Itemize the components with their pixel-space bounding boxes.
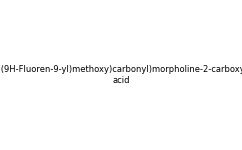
Text: 4-(((9H-Fluoren-9-yl)methoxy)carbonyl)morpholine-2-carboxylic acid: 4-(((9H-Fluoren-9-yl)methoxy)carbonyl)mo…	[0, 65, 242, 85]
